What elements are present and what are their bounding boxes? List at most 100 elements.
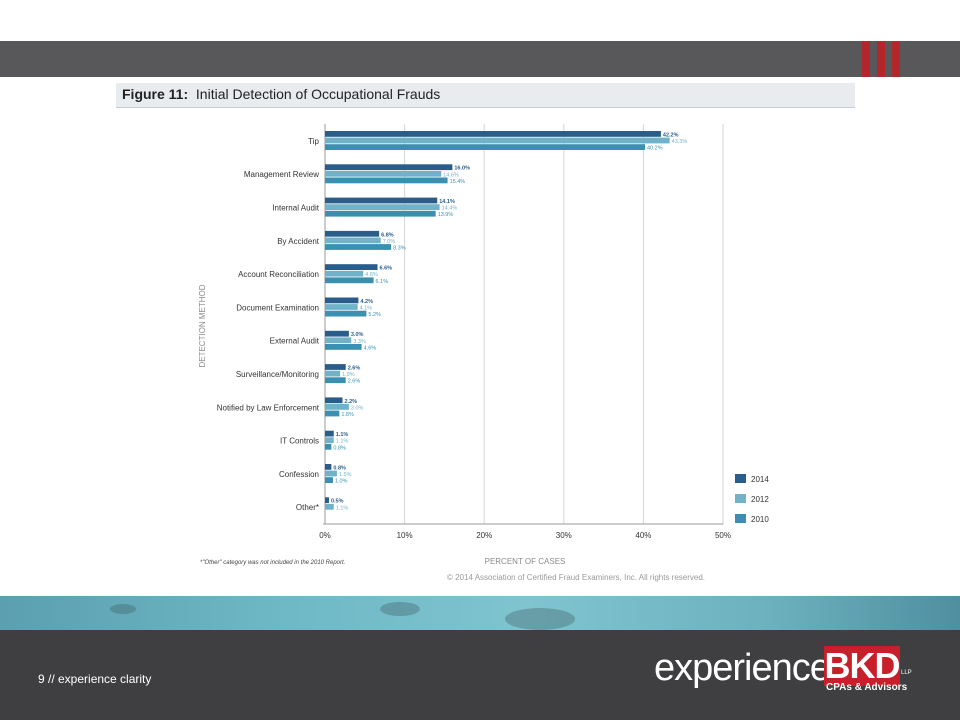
bar-2014 <box>325 430 334 437</box>
category-label: External Audit <box>270 337 320 346</box>
bar-2012 <box>325 237 381 244</box>
bar-2014 <box>325 230 380 237</box>
category-label: Document Examination <box>236 303 319 312</box>
data-label-2014: 2.6% <box>348 366 361 372</box>
x-tick-label: 20% <box>476 531 492 540</box>
top-banner <box>0 41 960 77</box>
data-label-2012: 1.1% <box>336 505 349 511</box>
bar-2012 <box>325 304 358 310</box>
data-label-2014: 42.2% <box>663 132 679 138</box>
category-label: Account Reconciliation <box>238 270 319 279</box>
data-label-2010: 8.3% <box>393 246 406 252</box>
category-label: Tip <box>308 137 319 146</box>
bar-2012 <box>325 337 352 344</box>
category-label: IT Controls <box>280 437 319 446</box>
bar-2012 <box>325 404 349 410</box>
fish-shape <box>110 604 136 614</box>
data-label-2012: 7.0% <box>383 239 396 245</box>
bar-2014 <box>325 497 329 504</box>
chart-footnote: *"Other" category was not included in th… <box>200 560 345 566</box>
x-tick-label: 40% <box>635 531 651 540</box>
data-label-2014: 14.1% <box>439 199 455 205</box>
legend-swatch-2010 <box>735 514 746 523</box>
bar-2014 <box>325 297 359 304</box>
category-label: Surveillance/Monitoring <box>236 370 319 379</box>
data-label-2012: 1.9% <box>342 372 355 378</box>
bar-2012 <box>325 370 341 377</box>
bar-2014 <box>325 197 438 204</box>
detection-bar-chart: DETECTION METHOD PERCENT OF CASES *"Othe… <box>198 124 769 582</box>
bar-2014 <box>325 131 661 137</box>
bar-2012 <box>325 204 440 210</box>
data-label-2014: 16.0% <box>454 166 470 172</box>
category-label: Other* <box>296 503 319 512</box>
category-label: Confession <box>279 470 319 479</box>
bar-2014 <box>325 364 346 370</box>
data-label-2010: 0.8% <box>333 445 346 451</box>
legend-label: 2010 <box>751 515 769 524</box>
category-label: Internal Audit <box>272 204 319 213</box>
bar-2012 <box>325 137 670 144</box>
data-label-2012: 4.8% <box>365 272 378 278</box>
data-label-2010: 15.4% <box>450 179 466 185</box>
legend-swatch-2014 <box>735 474 746 483</box>
data-label-2010: 1.0% <box>335 479 348 485</box>
bar-2010 <box>325 410 340 417</box>
data-label-2014: 1.1% <box>336 432 349 438</box>
data-label-2014: 6.6% <box>380 266 393 272</box>
bar-2010 <box>325 244 392 250</box>
data-label-2012: 43.3% <box>672 139 688 145</box>
data-label-2012: 3.3% <box>353 339 366 345</box>
data-label-2014: 4.2% <box>360 299 373 305</box>
category-label: Management Review <box>244 170 319 179</box>
bar-2010 <box>325 277 374 284</box>
data-label-2014: 0.8% <box>333 465 346 471</box>
legend-swatch-2012 <box>735 494 746 503</box>
figure-label: Figure 11: <box>122 86 189 102</box>
footer-bar <box>0 630 960 720</box>
bar-2010 <box>325 144 645 150</box>
x-tick-label: 50% <box>715 531 731 540</box>
fish-shape <box>505 608 575 630</box>
legend-label: 2014 <box>751 475 769 484</box>
data-label-2010: 6.1% <box>376 279 389 285</box>
bar-2012 <box>325 437 334 444</box>
data-label-2012: 3.0% <box>351 405 364 411</box>
data-label-2014: 6.8% <box>381 232 394 238</box>
bar-2012 <box>325 503 334 510</box>
category-label: Notified by Law Enforcement <box>217 403 320 412</box>
bar-2010 <box>325 344 362 350</box>
data-label-2010: 2.6% <box>348 379 361 385</box>
bar-2010 <box>325 310 367 317</box>
bar-2010 <box>325 477 333 483</box>
data-label-2014: 3.0% <box>351 332 364 338</box>
data-label-2010: 5.2% <box>368 312 381 318</box>
fish-shape <box>380 602 420 616</box>
brand-mark: BKD <box>824 645 901 686</box>
copyright-notice: © 2014 Association of Certified Fraud Ex… <box>447 573 705 582</box>
data-label-2012: 1.5% <box>339 472 352 478</box>
bar-2014 <box>325 397 343 404</box>
bar-2010 <box>325 443 332 450</box>
bar-2010 <box>325 177 448 184</box>
bar-2012 <box>325 470 337 477</box>
x-tick-label: 0% <box>319 531 331 540</box>
data-label-2014: 2.2% <box>345 399 358 405</box>
x-tick-label: 10% <box>397 531 413 540</box>
data-label-2012: 14.6% <box>443 172 459 178</box>
x-tick-label: 30% <box>556 531 572 540</box>
figure-header <box>116 83 855 108</box>
figure-title-text: Initial Detection of Occupational Frauds <box>195 86 441 102</box>
bar-2014 <box>325 164 453 171</box>
brand-tagline: CPAs & Advisors <box>826 682 908 693</box>
bar-2014 <box>325 264 378 270</box>
data-label-2010: 40.2% <box>647 146 663 152</box>
y-axis-title: DETECTION METHOD <box>198 284 207 367</box>
legend-label: 2012 <box>751 495 769 504</box>
brand-llp: LLP <box>901 670 912 676</box>
brand-word: experience <box>654 647 831 689</box>
bar-2012 <box>325 270 364 277</box>
data-label-2012: 4.1% <box>360 306 373 312</box>
bar-2014 <box>325 330 349 337</box>
data-label-2014: 0.5% <box>331 499 344 505</box>
